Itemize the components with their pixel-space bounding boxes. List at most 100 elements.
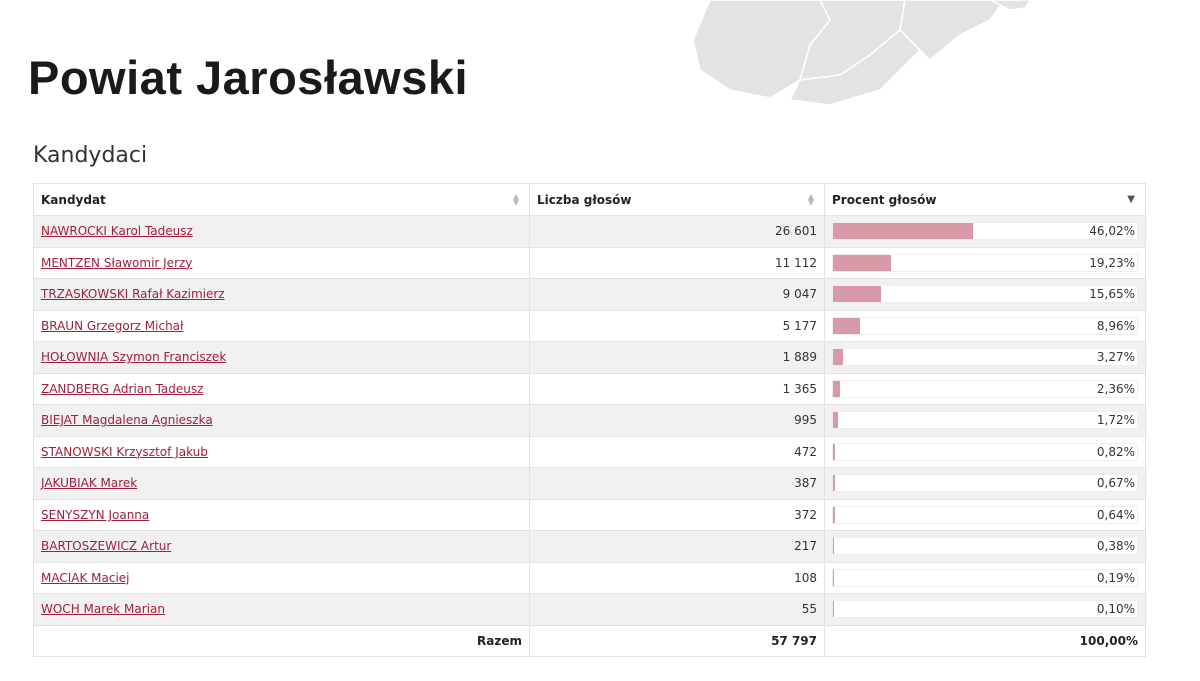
percent-label: 0,64%: [1096, 507, 1135, 522]
column-header-label: Kandydat: [41, 192, 106, 207]
percent-bar-track: 19,23%: [832, 253, 1138, 272]
percent-cell: 0,38%: [824, 530, 1146, 563]
candidate-link[interactable]: BRAUN Grzegorz Michał: [41, 318, 184, 333]
candidate-link[interactable]: BIEJAT Magdalena Agnieszka: [41, 413, 213, 428]
total-label: Razem: [33, 624, 530, 657]
table-row: MACIAK Maciej 108 0,19%: [33, 561, 1146, 594]
table-row: MENTZEN Sławomir Jerzy 11 112 19,23%: [33, 246, 1146, 279]
table-row: STANOWSKI Krzysztof Jakub 472 0,82%: [33, 435, 1146, 468]
percent-bar-track: 3,27%: [832, 348, 1138, 367]
column-header-candidate[interactable]: Kandydat ▲ ▼: [33, 183, 530, 216]
votes-cell: 11 112: [529, 246, 825, 279]
percent-bar-track: 15,65%: [832, 285, 1138, 304]
percent-bar-track: 0,10%: [832, 600, 1138, 619]
percent-cell: 8,96%: [824, 309, 1146, 342]
candidate-link[interactable]: HOŁOWNIA Szymon Franciszek: [41, 350, 227, 365]
candidate-link[interactable]: SENYSZYN Joanna: [41, 507, 150, 522]
candidate-link[interactable]: JAKUBIAK Marek: [41, 476, 138, 491]
total-votes: 57 797: [529, 624, 825, 657]
percent-bar-track: 2,36%: [832, 379, 1138, 398]
percent-bar-fill: [833, 286, 881, 303]
votes-cell: 472: [529, 435, 825, 468]
column-header-label: Liczba głosów: [537, 192, 632, 207]
percent-cell: 0,19%: [824, 561, 1146, 594]
votes-cell: 1 365: [529, 372, 825, 405]
votes-cell: 217: [529, 530, 825, 563]
percent-bar-track: 0,38%: [832, 537, 1138, 556]
percent-label: 0,38%: [1096, 539, 1135, 554]
candidate-cell: JAKUBIAK Marek: [33, 467, 530, 500]
candidate-cell: BARTOSZEWICZ Artur: [33, 530, 530, 563]
candidates-table: Kandydat ▲ ▼ Liczba głosów ▲ ▼ Procent gło…: [33, 183, 1146, 657]
percent-bar-fill: [833, 569, 834, 586]
candidate-link[interactable]: TRZASKOWSKI Rafał Kazimierz: [41, 287, 225, 302]
votes-cell: 1 889: [529, 341, 825, 374]
percent-label: 0,19%: [1096, 570, 1135, 585]
percent-label: 0,82%: [1096, 444, 1135, 459]
percent-bar-track: 8,96%: [832, 316, 1138, 335]
percent-bar-fill: [833, 380, 841, 397]
percent-bar-fill: [833, 475, 836, 492]
candidate-cell: HOŁOWNIA Szymon Franciszek: [33, 341, 530, 374]
candidate-cell: STANOWSKI Krzysztof Jakub: [33, 435, 530, 468]
candidate-link[interactable]: MENTZEN Sławomir Jerzy: [41, 255, 193, 270]
votes-cell: 372: [529, 498, 825, 531]
votes-cell: 995: [529, 404, 825, 437]
votes-cell: 9 047: [529, 278, 825, 311]
table-body: NAWROCKI Karol Tadeusz 26 601 46,02% MENTZE…: [33, 215, 1146, 626]
votes-cell: 55: [529, 593, 825, 626]
candidate-cell: SENYSZYN Joanna: [33, 498, 530, 531]
sort-both-icon[interactable]: ▲ ▼: [807, 191, 814, 207]
county-map-graphic: [692, 0, 1031, 106]
candidate-link[interactable]: STANOWSKI Krzysztof Jakub: [41, 444, 208, 459]
percent-cell: 3,27%: [824, 341, 1146, 374]
column-header-label: Procent głosów: [832, 192, 937, 207]
table-footer-row: Razem 57 797 100,00%: [33, 624, 1146, 657]
percent-label: 1,72%: [1096, 413, 1135, 428]
candidate-cell: ZANDBERG Adrian Tadeusz: [33, 372, 530, 405]
candidate-link[interactable]: WOCH Marek Marian: [41, 602, 165, 617]
candidate-cell: BRAUN Grzegorz Michał: [33, 309, 530, 342]
table-row: SENYSZYN Joanna 372 0,64%: [33, 498, 1146, 531]
candidate-cell: MENTZEN Sławomir Jerzy: [33, 246, 530, 279]
table-row: BARTOSZEWICZ Artur 217 0,38%: [33, 530, 1146, 563]
sort-desc-icon[interactable]: ▼: [1127, 193, 1135, 205]
percent-cell: 15,65%: [824, 278, 1146, 311]
candidate-link[interactable]: ZANDBERG Adrian Tadeusz: [41, 381, 204, 396]
sort-both-icon[interactable]: ▲ ▼: [512, 191, 519, 207]
votes-cell: 108: [529, 561, 825, 594]
total-percent: 100,00%: [824, 624, 1146, 657]
candidate-link[interactable]: BARTOSZEWICZ Artur: [41, 539, 172, 554]
percent-bar-fill: [833, 317, 861, 334]
table-row: BIEJAT Magdalena Agnieszka 995 1,72%: [33, 404, 1146, 437]
percent-label: 46,02%: [1089, 224, 1135, 239]
percent-label: 3,27%: [1096, 350, 1135, 365]
percent-bar-track: 0,67%: [832, 474, 1138, 493]
percent-cell: 46,02%: [824, 215, 1146, 248]
percent-bar-track: 0,19%: [832, 568, 1138, 587]
percent-cell: 0,64%: [824, 498, 1146, 531]
percent-label: 15,65%: [1089, 287, 1135, 302]
votes-cell: 387: [529, 467, 825, 500]
votes-cell: 26 601: [529, 215, 825, 248]
candidate-cell: TRZASKOWSKI Rafał Kazimierz: [33, 278, 530, 311]
candidate-link[interactable]: MACIAK Maciej: [41, 570, 130, 585]
candidate-cell: WOCH Marek Marian: [33, 593, 530, 626]
table-row: BRAUN Grzegorz Michał 5 177 8,96%: [33, 309, 1146, 342]
column-header-percent[interactable]: Procent głosów ▼: [824, 183, 1146, 216]
percent-bar-track: 1,72%: [832, 411, 1138, 430]
table-row: WOCH Marek Marian 55 0,10%: [33, 593, 1146, 626]
table-header-row: Kandydat ▲ ▼ Liczba głosów ▲ ▼ Procent gło…: [33, 183, 1146, 216]
percent-cell: 1,72%: [824, 404, 1146, 437]
percent-label: 19,23%: [1089, 255, 1135, 270]
percent-bar-track: 46,02%: [832, 222, 1138, 241]
table-row: NAWROCKI Karol Tadeusz 26 601 46,02%: [33, 215, 1146, 248]
candidate-link[interactable]: NAWROCKI Karol Tadeusz: [41, 224, 193, 239]
percent-bar-fill: [833, 223, 973, 240]
percent-label: 0,10%: [1096, 602, 1135, 617]
candidate-cell: NAWROCKI Karol Tadeusz: [33, 215, 530, 248]
percent-cell: 0,67%: [824, 467, 1146, 500]
column-header-votes[interactable]: Liczba głosów ▲ ▼: [529, 183, 825, 216]
percent-bar-track: 0,64%: [832, 505, 1138, 524]
percent-bar-fill: [833, 538, 835, 555]
